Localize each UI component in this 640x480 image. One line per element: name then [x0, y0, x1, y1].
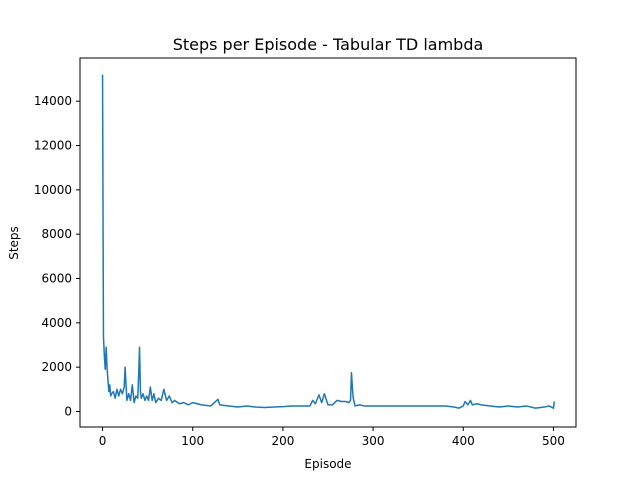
y-tick-label: 12000 [34, 139, 72, 153]
x-tick-label: 300 [362, 434, 385, 448]
x-axis-label: Episode [304, 457, 351, 471]
y-tick-label: 2000 [41, 360, 72, 374]
y-axis-label: Steps [7, 226, 21, 260]
axis-ticks: 0 100 200 300 400 500 0 2000 4000 6000 8000 10000 12… [34, 94, 565, 448]
plot-frame [79, 57, 577, 428]
chart-title: Steps per Episode - Tabular TD lambda [173, 35, 484, 54]
y-tick-label: 14000 [34, 94, 72, 108]
y-tick-label: 0 [64, 404, 72, 418]
y-tick-label: 4000 [41, 316, 72, 330]
x-tick-label: 200 [271, 434, 294, 448]
x-tick-label: 0 [99, 434, 107, 448]
series-line-0 [101, 74, 556, 409]
y-tick-label: 6000 [41, 272, 72, 286]
x-tick-label: 400 [452, 434, 475, 448]
plot-area [101, 74, 556, 409]
y-tick-label: 8000 [41, 227, 72, 241]
y-tick-label: 10000 [34, 183, 72, 197]
x-tick-label: 100 [181, 434, 204, 448]
x-tick-label: 500 [542, 434, 565, 448]
